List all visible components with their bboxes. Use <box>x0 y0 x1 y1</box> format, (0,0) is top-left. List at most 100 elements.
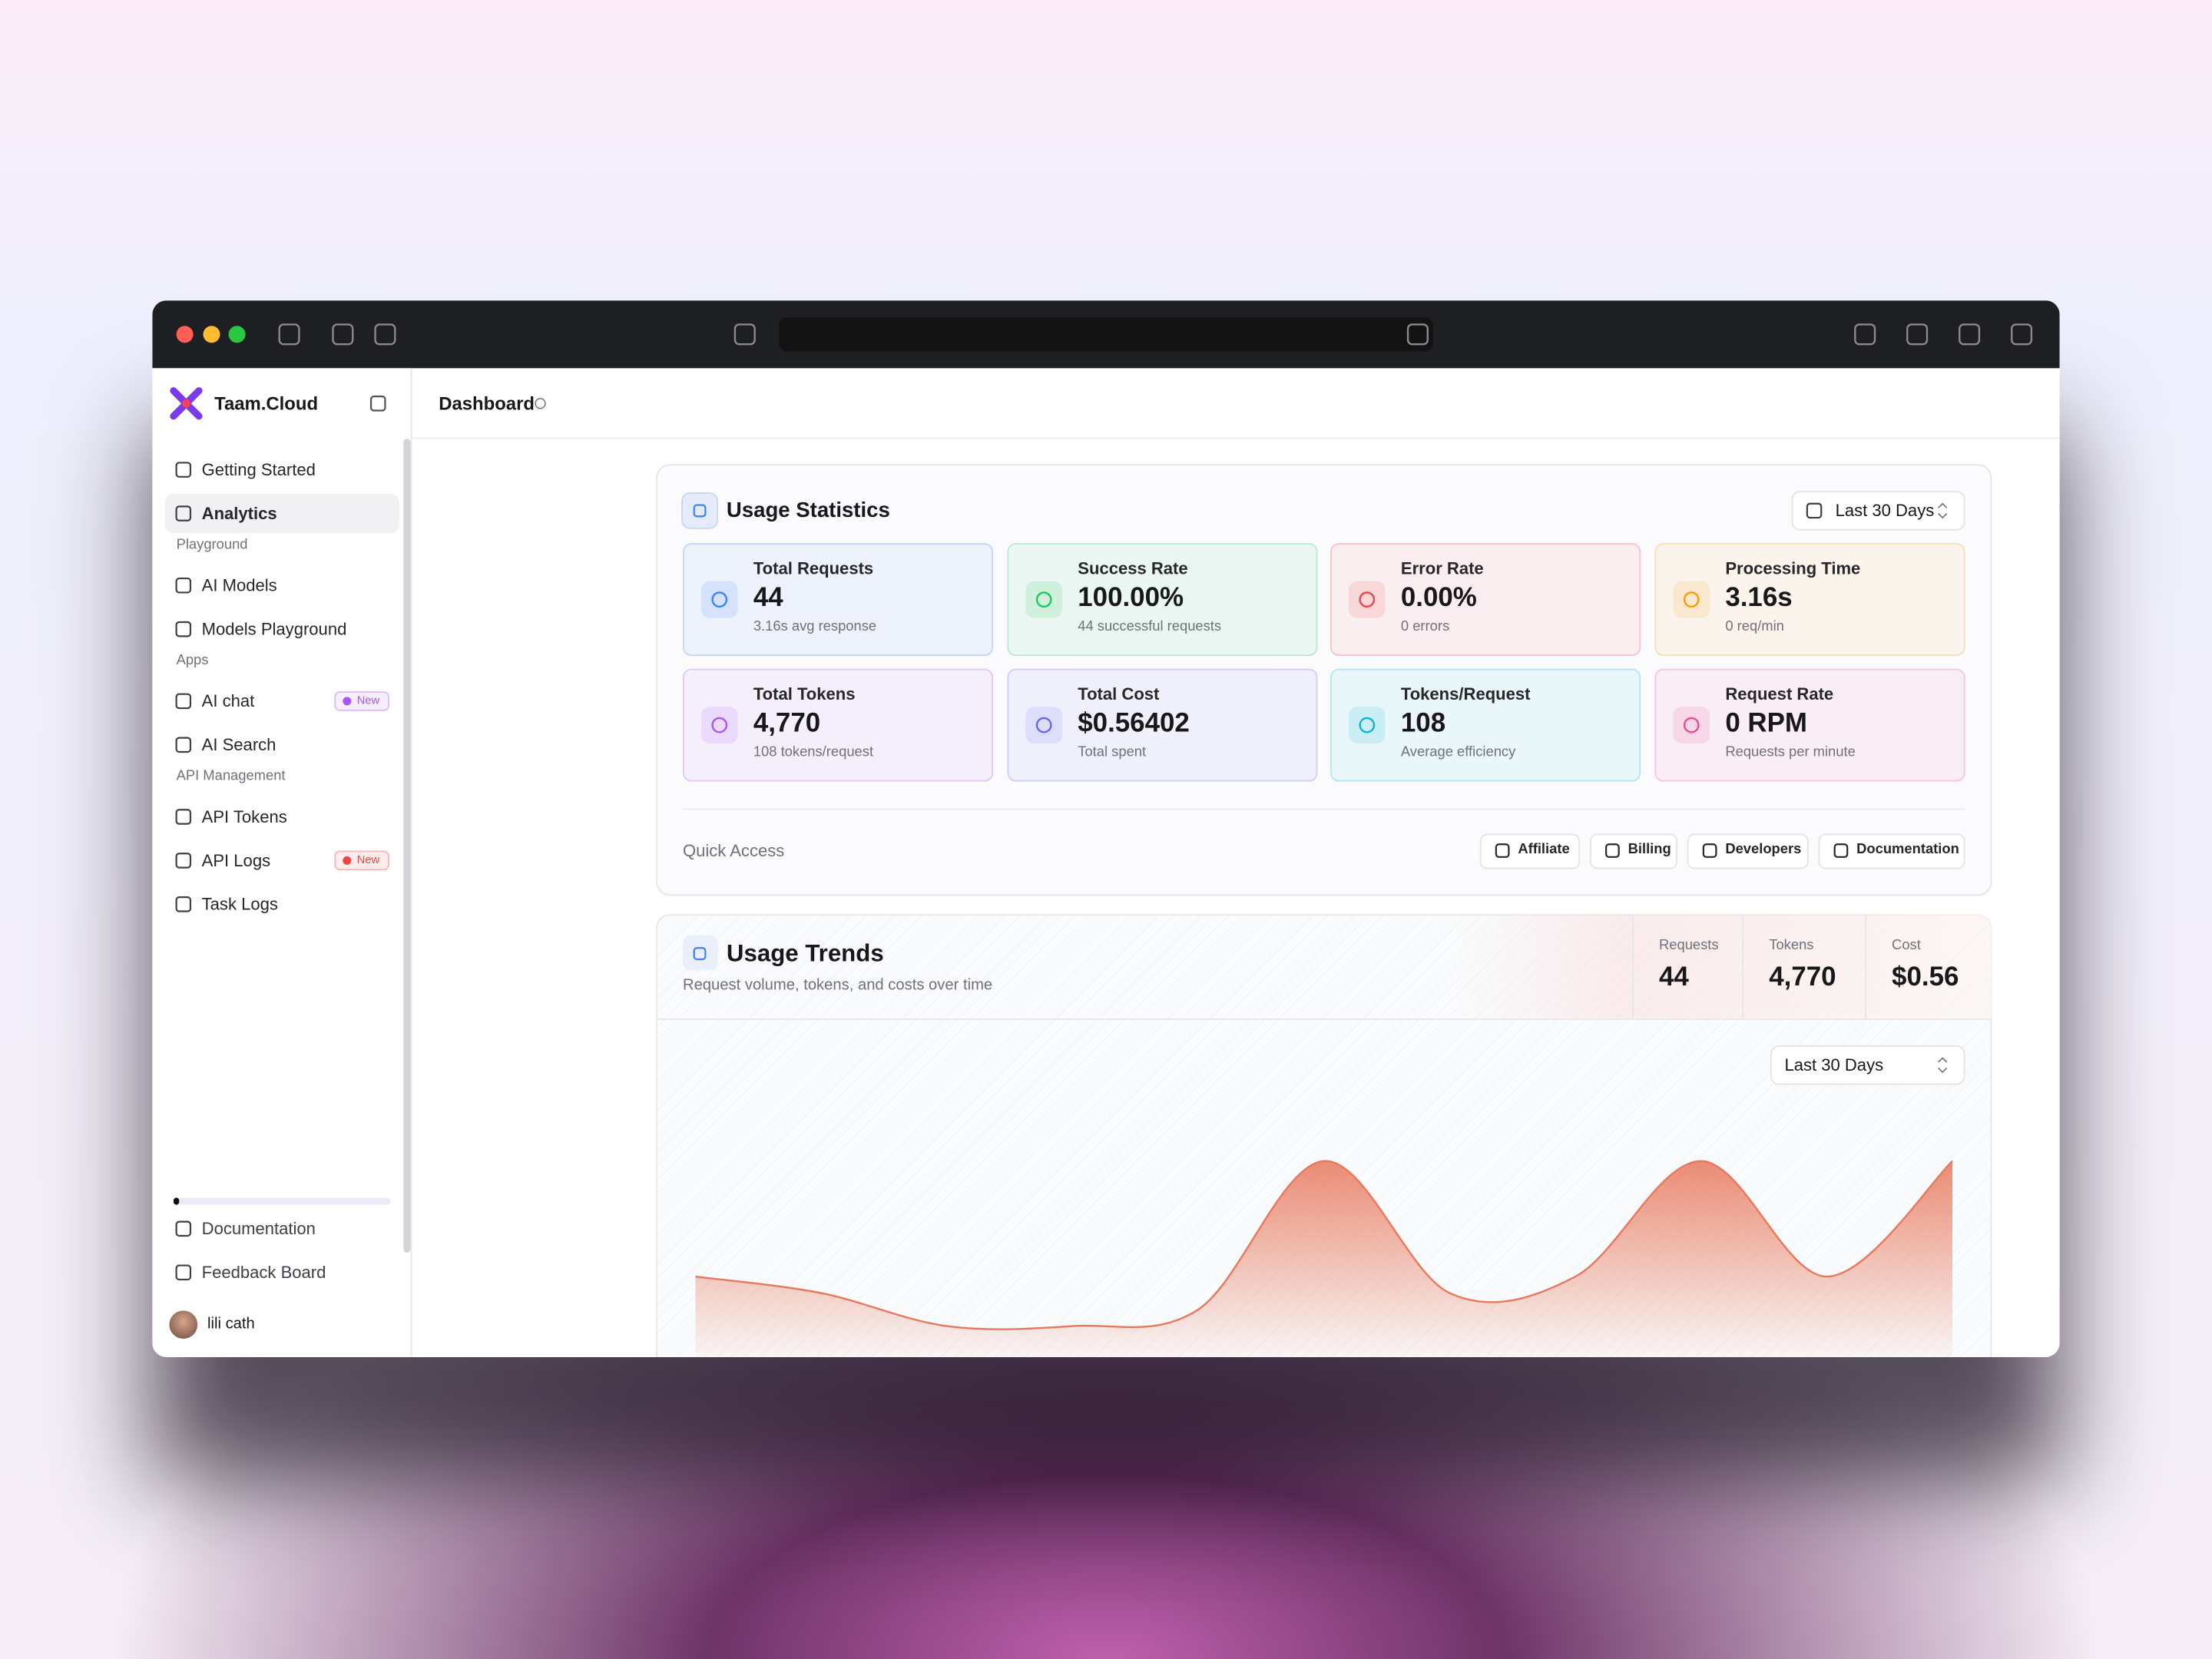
stat-card <box>682 668 994 782</box>
nav-heading: Playground <box>176 537 248 554</box>
stat-card <box>1007 543 1318 657</box>
stat-icon-box <box>1025 707 1063 743</box>
panel-title: Usage Trends <box>726 940 884 968</box>
stat-label: Processing Time <box>1725 558 1861 579</box>
stat-separator <box>1632 916 1634 1019</box>
nav-label: AI chat <box>201 691 255 711</box>
icon-box <box>682 935 718 971</box>
trend-stat-label: Cost <box>1892 938 1921 954</box>
stat-card <box>1330 543 1641 657</box>
icon <box>175 1264 192 1281</box>
stat-separator <box>1865 916 1867 1019</box>
icon <box>1605 843 1620 858</box>
toolbar-icon <box>1906 323 1929 346</box>
stat-icon <box>1359 717 1376 733</box>
icon <box>175 853 192 869</box>
area-fill <box>695 1161 1953 1357</box>
stat-value: 3.16s <box>1725 583 1793 614</box>
page-title: Dashboard <box>439 392 535 415</box>
toolbar-icon <box>1959 323 1981 346</box>
stat-icon-box <box>1348 581 1386 618</box>
stat-label: Total Cost <box>1078 684 1160 704</box>
quick-link[interactable] <box>1479 833 1581 869</box>
trend-stat-value: 4,770 <box>1769 962 1836 993</box>
quick-link[interactable] <box>1687 833 1809 869</box>
stat-value: 100.00% <box>1078 583 1184 614</box>
stat-label: Success Rate <box>1078 558 1188 579</box>
quick-link[interactable] <box>1818 833 1965 869</box>
stat-note: 3.16s avg response <box>753 619 877 635</box>
progress-track <box>173 1197 391 1205</box>
icon-box <box>681 492 718 529</box>
trends-header <box>656 914 1992 1020</box>
stat-icon-box <box>700 581 738 618</box>
icon <box>175 577 192 594</box>
address-bar <box>778 317 1434 352</box>
divider <box>682 808 1965 810</box>
nav-label: Documentation <box>201 1218 316 1239</box>
icon <box>693 504 707 518</box>
panel-title: Usage Statistics <box>726 498 890 523</box>
nav-label: Task Logs <box>201 894 278 915</box>
stat-label: Total Tokens <box>753 684 856 704</box>
browser-window: Taam.Cloud Getting Started Analytics Playgr… <box>152 300 2060 1357</box>
window-control <box>228 326 246 343</box>
toolbar-icon <box>1854 323 1876 346</box>
dropdown-label: Last 30 Days <box>1835 501 1935 521</box>
stat-icon-box <box>1673 581 1710 618</box>
icon <box>175 737 192 753</box>
toolbar-icon <box>278 323 300 346</box>
stat-icon <box>711 717 728 733</box>
collapse-icon <box>369 396 386 412</box>
stat-value: 44 <box>753 583 783 614</box>
icon <box>175 1220 192 1237</box>
avatar <box>169 1310 198 1339</box>
stat-icon <box>1683 717 1700 733</box>
quick-link-label: Developers <box>1725 842 1802 858</box>
scrollbar <box>403 439 411 1253</box>
stats-panel <box>656 464 1992 896</box>
nav-heading: Apps <box>176 653 209 669</box>
icon <box>1833 843 1849 858</box>
stat-icon <box>1035 591 1052 608</box>
user-name: lili cath <box>207 1315 255 1333</box>
badge-text: New <box>356 853 380 866</box>
badge-icon <box>343 697 352 706</box>
stat-note: Average efficiency <box>1400 744 1516 761</box>
stat-note: 108 tokens/request <box>753 744 874 761</box>
icon <box>175 693 192 710</box>
stat-value: 0.00% <box>1400 583 1477 614</box>
area-line <box>695 1160 1953 1330</box>
chevron <box>1938 1057 1948 1074</box>
quick-link[interactable] <box>1590 833 1677 869</box>
badge-icon <box>343 856 352 865</box>
stat-separator <box>1742 916 1744 1019</box>
trend-stat-label: Requests <box>1659 938 1719 954</box>
toolbar-icon <box>374 323 396 346</box>
toolbar-icon <box>733 323 756 346</box>
nav-label: Feedback Board <box>201 1262 326 1283</box>
chevron <box>1938 502 1948 519</box>
nav-label: API Logs <box>201 850 271 871</box>
stat-icon-box <box>1025 581 1063 618</box>
quick-link-label: Billing <box>1628 842 1671 858</box>
dropdown[interactable] <box>1770 1045 1965 1085</box>
stat-icon-box <box>1348 707 1386 743</box>
icon <box>175 621 192 637</box>
stat-label: Tokens/Request <box>1400 684 1531 704</box>
window-control <box>176 326 194 343</box>
stat-label: Error Rate <box>1400 558 1484 579</box>
quick-link-label: Affiliate <box>1518 842 1570 858</box>
info-icon <box>535 398 546 409</box>
nav-heading: API Management <box>176 769 286 785</box>
nav-item[interactable] <box>164 493 399 534</box>
icon <box>175 809 192 825</box>
badge-text: New <box>356 694 380 707</box>
stat-card <box>1007 668 1318 782</box>
quick-access-label: Quick Access <box>682 840 785 861</box>
overlay <box>170 323 2033 1357</box>
stat-note: 0 errors <box>1400 619 1450 635</box>
stat-value: $0.56402 <box>1078 708 1190 739</box>
